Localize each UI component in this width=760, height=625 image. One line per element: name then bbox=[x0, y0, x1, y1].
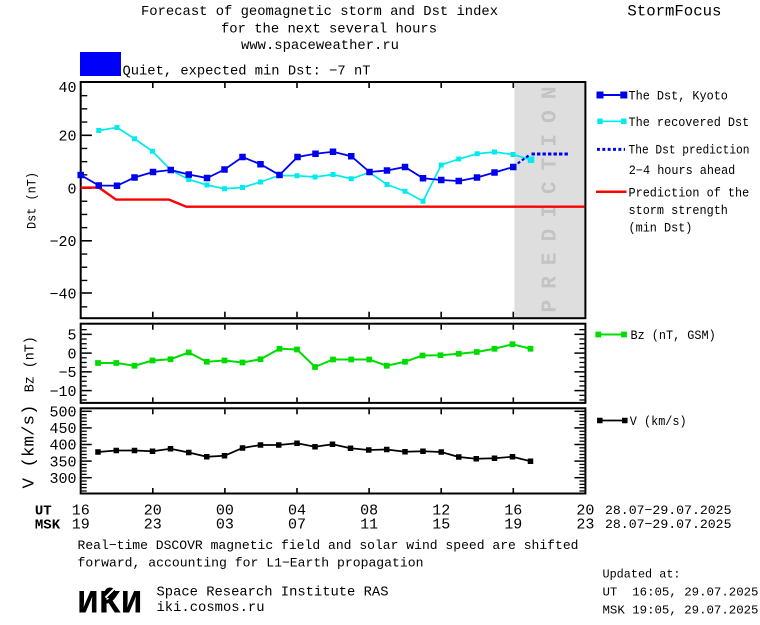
svg-text:2−4 hours ahead: 2−4 hours ahead bbox=[629, 164, 736, 178]
svg-text:V (km/s): V (km/s) bbox=[21, 405, 40, 489]
svg-text:storm strength: storm strength bbox=[629, 204, 728, 218]
svg-text:Bz (nT): Bz (nT) bbox=[24, 336, 39, 392]
svg-text:400: 400 bbox=[49, 438, 76, 455]
svg-text:Bz (nT, GSM): Bz (nT, GSM) bbox=[631, 329, 716, 343]
svg-text:11: 11 bbox=[360, 517, 378, 534]
svg-text:0: 0 bbox=[67, 346, 76, 363]
svg-text:16: 16 bbox=[504, 503, 522, 520]
svg-text:−10: −10 bbox=[49, 384, 76, 401]
svg-text:07: 07 bbox=[288, 517, 306, 534]
svg-text:300: 300 bbox=[49, 471, 76, 488]
svg-text:23: 23 bbox=[144, 517, 162, 534]
svg-text:MSK 19:05, 29.07.2025: MSK 19:05, 29.07.2025 bbox=[603, 604, 759, 618]
svg-text:MSK: MSK bbox=[35, 518, 61, 534]
svg-text:20: 20 bbox=[58, 129, 76, 146]
svg-text:5: 5 bbox=[67, 328, 76, 345]
svg-text:UT: UT bbox=[35, 504, 52, 520]
svg-text:28.07−29.07.2025: 28.07−29.07.2025 bbox=[605, 517, 732, 532]
svg-text:20: 20 bbox=[576, 503, 594, 520]
svg-text:forward, accounting for L1−Ear: forward, accounting for L1−Earth propaga… bbox=[78, 556, 424, 571]
svg-text:0: 0 bbox=[67, 182, 76, 199]
svg-text:V (km/s): V (km/s) bbox=[630, 415, 687, 429]
svg-text:The recovered Dst: The recovered Dst bbox=[629, 116, 750, 130]
svg-text:Space Research Institute RAS: Space Research Institute RAS bbox=[157, 585, 389, 601]
svg-text:UT 16:05, 29.07.2025: UT 16:05, 29.07.2025 bbox=[603, 586, 759, 600]
svg-text:40: 40 bbox=[58, 80, 76, 97]
svg-text:iki.cosmos.ru: iki.cosmos.ru bbox=[157, 600, 265, 616]
svg-text:450: 450 bbox=[49, 421, 76, 438]
svg-text:19: 19 bbox=[72, 517, 90, 534]
svg-text:−20: −20 bbox=[49, 234, 76, 251]
svg-text:16: 16 bbox=[72, 503, 90, 520]
svg-text:12: 12 bbox=[432, 503, 450, 520]
svg-text:PREDICTION: PREDICTION bbox=[540, 75, 563, 312]
svg-text:The Dst, Kyoto: The Dst, Kyoto bbox=[629, 90, 728, 104]
svg-text:(min Dst): (min Dst) bbox=[629, 221, 693, 235]
svg-text:08: 08 bbox=[360, 503, 378, 520]
svg-text:for the next several hours: for the next several hours bbox=[221, 22, 437, 38]
svg-text:04: 04 bbox=[288, 503, 306, 520]
svg-text:23: 23 bbox=[576, 517, 594, 534]
svg-text:03: 03 bbox=[216, 517, 234, 534]
svg-text:The Dst prediction: The Dst prediction bbox=[629, 143, 750, 157]
svg-text:Quiet, expected min Dst: −7 nT: Quiet, expected min Dst: −7 nT bbox=[123, 64, 371, 80]
svg-text:Prediction of the: Prediction of the bbox=[629, 186, 750, 200]
svg-text:15: 15 bbox=[432, 517, 450, 534]
svg-text:500: 500 bbox=[49, 405, 76, 422]
svg-text:−40: −40 bbox=[49, 286, 76, 303]
svg-text:Dst (nT): Dst (nT) bbox=[26, 172, 40, 229]
svg-text:Forecast of geomagnetic storm: Forecast of geomagnetic storm and Dst in… bbox=[141, 4, 498, 20]
svg-text:19: 19 bbox=[504, 517, 522, 534]
svg-text:www.spaceweather.ru: www.spaceweather.ru bbox=[241, 38, 399, 54]
svg-text:28.07−29.07.2025: 28.07−29.07.2025 bbox=[605, 503, 732, 518]
svg-text:StormFocus: StormFocus bbox=[627, 3, 721, 21]
svg-text:−5: −5 bbox=[58, 365, 76, 382]
svg-text:Real−time DSCOVR magnetic fiel: Real−time DSCOVR magnetic field and sola… bbox=[78, 538, 579, 553]
svg-text:00: 00 bbox=[216, 503, 234, 520]
svg-text:Updated at:: Updated at: bbox=[603, 568, 681, 582]
svg-text:350: 350 bbox=[49, 454, 76, 471]
svg-text:20: 20 bbox=[144, 503, 162, 520]
